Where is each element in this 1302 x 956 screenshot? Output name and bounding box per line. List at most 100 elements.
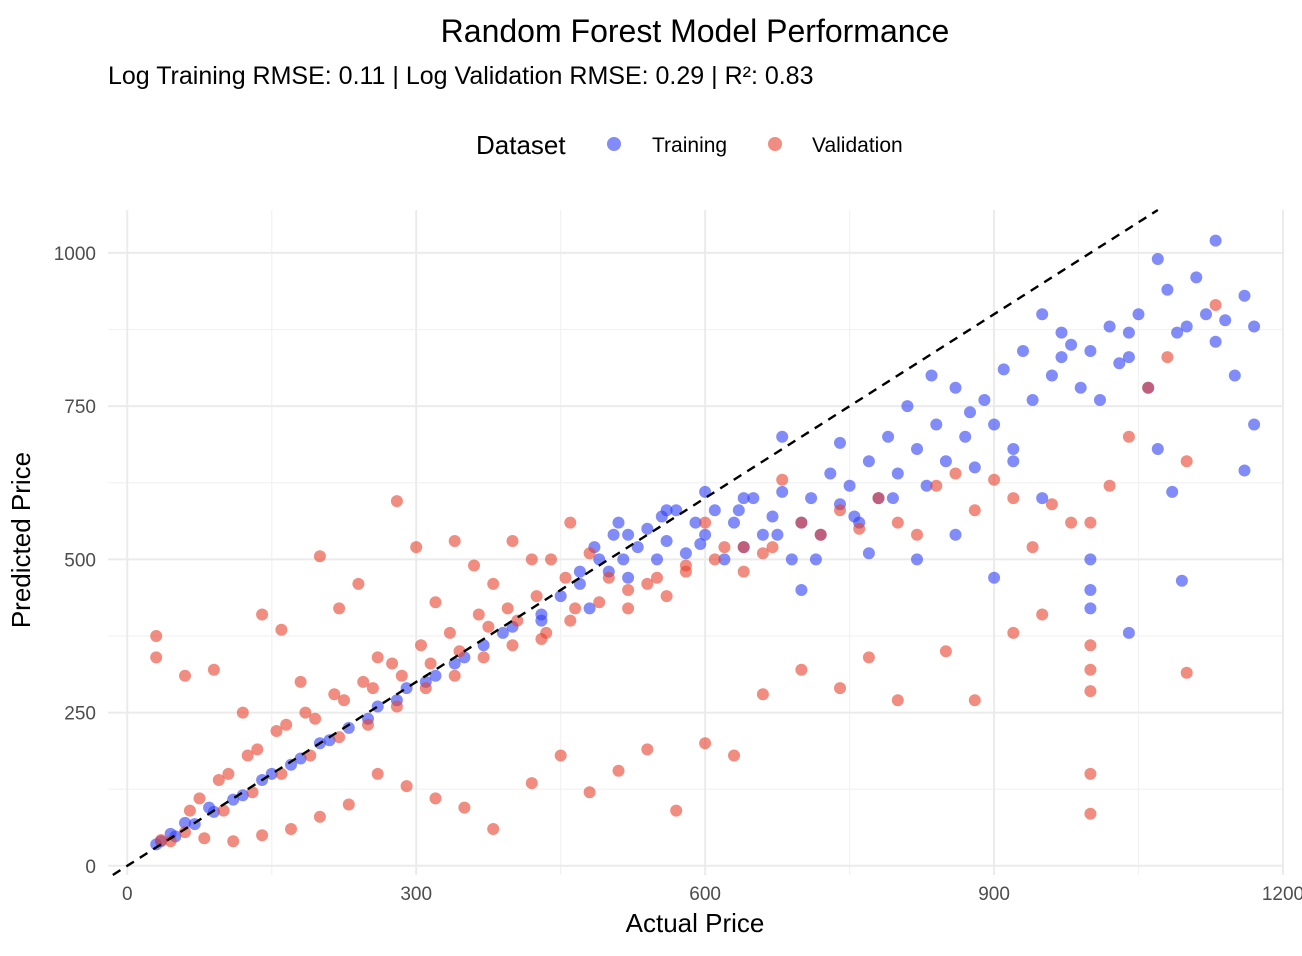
validation-point bbox=[419, 682, 432, 695]
validation-point bbox=[718, 541, 731, 554]
training-point bbox=[583, 602, 596, 615]
validation-point bbox=[968, 504, 981, 517]
legend-marker-validation bbox=[768, 137, 782, 151]
y-tick-label: 750 bbox=[64, 397, 96, 418]
validation-point bbox=[795, 516, 808, 529]
validation-point bbox=[506, 535, 519, 547]
validation-point bbox=[554, 749, 567, 762]
training-point bbox=[795, 584, 808, 596]
training-point bbox=[535, 614, 548, 627]
validation-point bbox=[1036, 608, 1049, 621]
training-point bbox=[964, 406, 976, 419]
y-tick-label: 500 bbox=[64, 550, 96, 571]
x-tick-label: 900 bbox=[978, 884, 1010, 905]
validation-point bbox=[834, 504, 846, 517]
validation-point bbox=[193, 792, 206, 805]
validation-point bbox=[699, 516, 712, 529]
validation-point bbox=[328, 688, 341, 701]
training-point bbox=[968, 461, 981, 474]
training-point bbox=[631, 541, 644, 554]
validation-point bbox=[270, 725, 283, 737]
legend-label-validation: Validation bbox=[812, 134, 903, 157]
validation-point bbox=[564, 614, 577, 627]
validation-point bbox=[545, 553, 557, 566]
training-point bbox=[809, 553, 822, 566]
validation-point bbox=[371, 767, 384, 780]
validation-point bbox=[424, 657, 437, 670]
validation-point bbox=[386, 657, 399, 670]
validation-point bbox=[155, 834, 167, 847]
training-point bbox=[660, 535, 673, 547]
training-point bbox=[617, 553, 630, 566]
training-point bbox=[1036, 492, 1049, 505]
validation-point bbox=[222, 767, 235, 780]
validation-point bbox=[313, 550, 326, 563]
validation-point bbox=[612, 764, 625, 777]
reference-line bbox=[112, 208, 1159, 877]
validation-point bbox=[1209, 299, 1222, 311]
validation-point bbox=[448, 535, 461, 547]
validation-point bbox=[183, 804, 196, 817]
validation-point bbox=[776, 473, 789, 486]
training-point bbox=[1094, 394, 1106, 406]
validation-point bbox=[949, 467, 962, 480]
chart-subtitle: Log Training RMSE: 0.11 | Log Validation… bbox=[108, 62, 814, 90]
training-point bbox=[1084, 602, 1097, 615]
training-point bbox=[911, 553, 923, 566]
training-point bbox=[834, 436, 846, 449]
validation-point bbox=[352, 577, 365, 590]
validation-point bbox=[756, 547, 769, 560]
validation-point bbox=[651, 571, 663, 584]
validation-point bbox=[429, 792, 442, 805]
validation-point bbox=[443, 626, 456, 639]
validation-point bbox=[564, 516, 577, 529]
validation-point bbox=[641, 743, 654, 756]
training-point bbox=[1151, 443, 1164, 455]
validation-point bbox=[525, 777, 538, 790]
validation-point bbox=[482, 620, 495, 633]
training-point bbox=[1248, 418, 1261, 431]
validation-point bbox=[814, 528, 827, 541]
training-point bbox=[1017, 345, 1029, 357]
training-point bbox=[1007, 443, 1020, 455]
training-point bbox=[997, 363, 1010, 376]
validation-point bbox=[1180, 455, 1193, 468]
training-point bbox=[554, 590, 567, 603]
training-point bbox=[1122, 626, 1135, 639]
validation-point bbox=[453, 645, 466, 658]
validation-point bbox=[357, 675, 370, 688]
validation-point bbox=[1142, 381, 1155, 394]
training-point bbox=[689, 516, 702, 529]
validation-point bbox=[1084, 807, 1097, 820]
validation-point bbox=[1084, 516, 1097, 529]
training-point bbox=[1209, 234, 1222, 247]
training-point bbox=[1045, 369, 1058, 382]
validation-point bbox=[766, 541, 779, 554]
validation-point bbox=[679, 565, 692, 578]
training-point bbox=[732, 504, 745, 517]
training-point bbox=[1175, 574, 1188, 587]
validation-point bbox=[285, 823, 297, 835]
validation-point bbox=[1161, 351, 1174, 364]
validation-point bbox=[911, 528, 923, 541]
validation-point bbox=[362, 718, 374, 731]
training-point bbox=[886, 492, 899, 505]
x-tick-label: 600 bbox=[689, 884, 721, 905]
training-point bbox=[1219, 314, 1232, 327]
validation-point bbox=[872, 492, 885, 505]
validation-point bbox=[212, 774, 225, 786]
training-point bbox=[843, 479, 856, 492]
validation-point bbox=[468, 559, 480, 572]
training-point bbox=[371, 700, 384, 713]
validation-point bbox=[530, 590, 543, 603]
validation-point bbox=[400, 780, 413, 793]
legend-marker-training bbox=[607, 137, 621, 151]
training-point bbox=[930, 418, 943, 431]
training-point bbox=[1065, 338, 1078, 351]
validation-point bbox=[670, 804, 683, 817]
training-point bbox=[400, 682, 413, 695]
validation-point bbox=[472, 608, 485, 621]
validation-point bbox=[179, 669, 191, 682]
validation-point bbox=[569, 602, 582, 615]
training-point bbox=[1151, 253, 1164, 265]
